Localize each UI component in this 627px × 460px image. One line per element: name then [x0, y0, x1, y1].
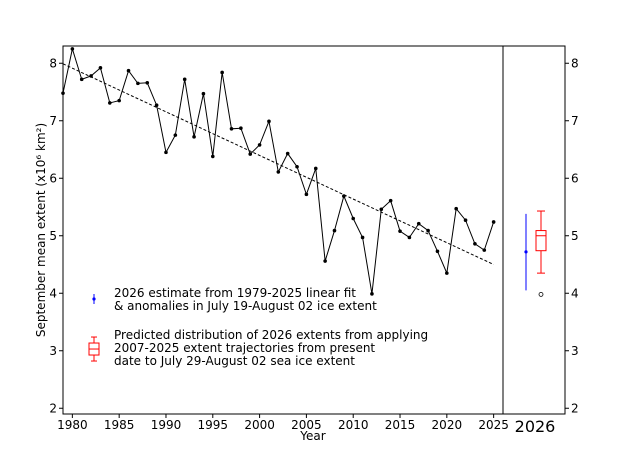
x-tick-label: 2025: [478, 418, 509, 432]
boxplot-box: [535, 230, 547, 252]
y-tick-label: 7: [49, 114, 57, 128]
y-tick-label: 8: [49, 56, 57, 70]
extent-data-point: [285, 151, 290, 156]
extent-data-point: [304, 192, 309, 197]
legend-entry-text: 2007-2025 extent trajectories from prese…: [114, 341, 375, 355]
extent-data-point: [210, 154, 215, 159]
extent-data-point: [61, 91, 65, 95]
right-y-tick-label: 8: [571, 56, 579, 70]
extent-data-point: [182, 77, 187, 82]
x-tick-label: 1980: [57, 418, 88, 432]
x-tick-label: 1985: [104, 418, 135, 432]
extent-data-point: [332, 228, 337, 233]
extent-data-point: [416, 221, 421, 226]
extent-data-point: [435, 249, 440, 254]
extent-data-point: [398, 229, 402, 233]
extent-data-point: [154, 103, 159, 108]
extent-data-point: [313, 166, 318, 171]
boxplot-outlier: [538, 291, 544, 297]
extent-data-point: [145, 81, 150, 85]
x-tick-label: 1990: [151, 418, 182, 432]
extent-data-point: [473, 242, 477, 246]
legend-entry-text: Predicted distribution of 2026 extents f…: [114, 328, 428, 342]
extent-data-point: [482, 248, 487, 252]
extent-data-point: [248, 152, 253, 156]
x-tick-label: 2005: [291, 418, 322, 432]
extent-data-point: [445, 271, 449, 275]
extent-data-point: [126, 68, 131, 73]
right-y-tick-label: 3: [571, 344, 579, 358]
extent-data-point: [192, 135, 196, 139]
extent-data-point: [117, 98, 121, 103]
side-plot-frame: [502, 45, 566, 415]
right-y-tick-label: 2: [571, 401, 579, 415]
extent-data-point: [98, 66, 103, 70]
legend-entry-text: date to July 29-August 02 sea ice extent: [114, 354, 355, 368]
extent-data-point: [360, 235, 365, 240]
extent-data-point: [267, 119, 271, 124]
extent-data-point: [323, 259, 327, 263]
main-marks: [61, 46, 496, 296]
extent-data-point: [173, 133, 178, 137]
x-tick-label: 2000: [244, 418, 275, 432]
legend-errorbar-point: [92, 297, 96, 301]
x-tick-label: 1995: [198, 418, 229, 432]
extent-data-point: [463, 218, 468, 223]
side-marks: [524, 210, 547, 297]
side-category-label: 2026: [515, 417, 556, 436]
extent-data-point: [454, 206, 458, 211]
extent-data-point: [201, 91, 206, 96]
extent-data-point: [229, 127, 234, 131]
extent-data-point: [491, 220, 496, 224]
extent-data-point: [388, 198, 393, 203]
legend-entry-text: 2026 estimate from 1979-2025 linear fit: [114, 286, 356, 300]
extent-data-point: [351, 216, 356, 221]
legend: 2026 estimate from 1979-2025 linear fit&…: [88, 286, 428, 368]
extent-data-point: [89, 74, 93, 78]
extent-data-point: [342, 194, 346, 198]
x-tick-label: 2020: [432, 418, 463, 432]
side-axes: 2 3 4 5 6 7 8: [565, 56, 579, 415]
y-tick-label: 6: [49, 171, 57, 185]
extent-data-point: [70, 47, 75, 51]
right-y-tick-label: 7: [571, 114, 579, 128]
extent-data-point: [257, 143, 262, 147]
extent-data-point: [239, 126, 243, 131]
y-tick-label: 3: [49, 344, 57, 358]
extent-data-point: [79, 77, 84, 82]
extent-data-point: [220, 70, 224, 75]
extent-data-point: [407, 235, 412, 240]
extent-data-point: [295, 164, 299, 169]
right-y-tick-label: 5: [571, 229, 579, 243]
y-tick-label: 5: [49, 229, 57, 243]
extent-data-point: [136, 81, 140, 86]
right-y-tick-label: 4: [571, 286, 579, 300]
y-axis-label: September mean extent (x10⁶ km²): [34, 123, 48, 337]
legend-entry-text: & anomalies in July 19-August 02 ice ext…: [114, 299, 377, 313]
estimate-point: [524, 250, 528, 254]
extent-data-point: [426, 228, 430, 233]
trend-line: [62, 63, 494, 265]
extent-data-point: [379, 207, 384, 212]
x-tick-label: 2015: [385, 418, 416, 432]
extent-data-point: [164, 150, 168, 155]
extent-data-point: [108, 101, 112, 105]
main-axes: 1980 1985 1990 1995 2000 2005 2010 2015 2020 2025…: [49, 56, 509, 432]
x-axis-label: Year: [299, 429, 325, 443]
y-tick-label: 4: [49, 286, 57, 300]
y-tick-label: 2: [49, 401, 57, 415]
extent-data-point: [370, 292, 374, 296]
extent-data-point: [276, 170, 281, 174]
x-tick-label: 2010: [338, 418, 369, 432]
right-y-tick-label: 6: [571, 171, 579, 185]
